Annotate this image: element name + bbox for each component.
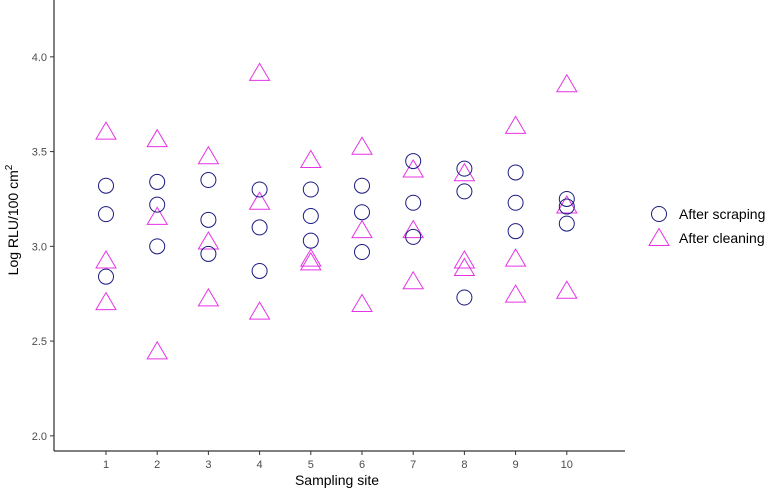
point-after-scraping [354,244,370,261]
point-after-cleaning [504,248,527,267]
y-tick-label: 3.0 [32,241,47,253]
y-axis-title-main: Log RLU/100 cm [5,170,21,275]
point-after-scraping [200,172,217,189]
point-after-cleaning [95,121,117,140]
point-after-cleaning [504,284,527,303]
x-tick-label: 4 [257,459,263,471]
y-tick-label: 4.0 [32,52,47,64]
point-after-scraping [456,160,473,177]
point-after-scraping [354,177,370,194]
point-after-cleaning [248,62,271,81]
y-tick-label: 2.5 [32,336,47,348]
point-after-scraping [149,173,166,190]
x-tick-label: 3 [205,459,211,471]
point-after-cleaning [146,206,169,225]
point-after-cleaning [146,128,169,148]
x-tick-label: 9 [513,459,519,471]
point-after-cleaning [146,340,169,360]
point-after-scraping [507,194,524,211]
point-after-scraping [507,223,524,240]
point-after-scraping [456,183,473,200]
point-after-cleaning [197,287,220,307]
point-after-scraping [200,211,217,228]
point-after-scraping [98,177,114,194]
point-after-scraping [405,194,422,211]
point-after-cleaning [402,270,425,290]
point-after-cleaning [248,191,271,210]
point-after-cleaning [402,219,425,239]
point-after-scraping [558,198,575,215]
point-after-scraping [354,204,370,221]
point-after-scraping [251,219,268,236]
x-tick-label: 7 [410,459,416,471]
point-after-cleaning [351,136,373,155]
legend: After scraping After cleaning [648,206,765,246]
point-after-scraping [98,268,114,285]
point-after-cleaning [95,249,117,269]
point-after-scraping [558,215,575,232]
point-after-scraping [405,228,422,245]
point-after-cleaning [95,291,117,311]
point-after-cleaning [299,149,322,169]
y-axis-title: Log RLU/100 cm2 [4,164,21,275]
point-after-cleaning [504,115,527,134]
point-after-cleaning [299,251,322,271]
x-tick-label: 2 [154,459,160,471]
point-after-cleaning [351,293,373,313]
point-after-cleaning [453,249,476,269]
point-after-cleaning [351,219,373,239]
y-axis: 2.0 2.5 3.0 3.5 4.0 [32,0,55,451]
x-tick-label: 1 [103,459,109,471]
point-after-scraping [200,245,217,262]
x-axis-title: Sampling site [295,472,379,488]
point-after-cleaning [453,257,476,277]
point-after-scraping [302,181,319,198]
point-after-scraping [507,164,524,181]
point-after-scraping [251,262,268,279]
legend-triangle-icon [648,227,670,246]
x-tick-label: 8 [461,459,467,471]
point-after-scraping [302,232,319,249]
point-after-scraping [456,289,473,306]
x-tick-label: 5 [308,459,314,471]
point-after-cleaning [299,248,322,267]
point-after-scraping [149,238,166,255]
y-tick-label: 2.0 [32,431,47,443]
point-after-cleaning [197,145,220,165]
data-points [95,62,578,360]
point-after-scraping [149,196,166,213]
point-after-scraping [302,208,319,225]
y-axis-title-superscript: 2 [4,164,15,170]
x-tick-label: 6 [359,459,365,471]
y-tick-label: 3.5 [32,147,47,159]
point-after-cleaning [197,231,220,250]
point-after-cleaning [555,280,578,299]
x-axis: 1 2 3 4 5 6 7 8 9 10 [54,450,625,471]
point-after-cleaning [453,162,476,182]
point-after-cleaning [555,73,578,93]
legend-label: After cleaning [679,230,765,246]
point-after-scraping [405,153,422,170]
legend-label: After scraping [679,206,765,222]
point-after-cleaning [248,301,271,320]
point-after-scraping [558,190,575,207]
x-tick-label: 10 [561,459,573,471]
point-after-scraping [251,181,268,198]
point-after-cleaning [402,159,425,178]
legend-circle-icon [651,206,667,222]
point-after-scraping [98,206,114,223]
